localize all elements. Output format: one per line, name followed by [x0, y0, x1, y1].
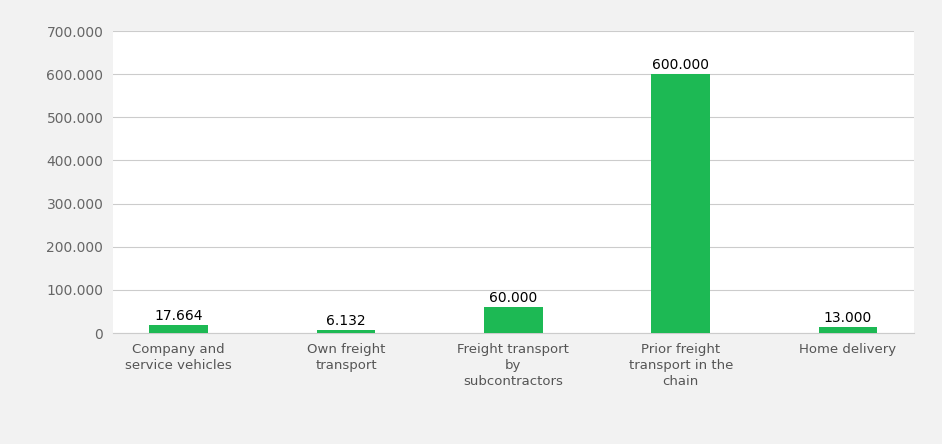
Bar	[150, 325, 208, 333]
Bar	[652, 74, 710, 333]
Bar	[484, 307, 543, 333]
Text: 17.664: 17.664	[154, 309, 203, 323]
Bar	[317, 330, 375, 333]
Text: 600.000: 600.000	[652, 58, 709, 71]
Bar	[819, 327, 877, 333]
Text: 13.000: 13.000	[824, 311, 872, 325]
Text: 60.000: 60.000	[489, 290, 538, 305]
Text: 6.132: 6.132	[326, 314, 365, 328]
